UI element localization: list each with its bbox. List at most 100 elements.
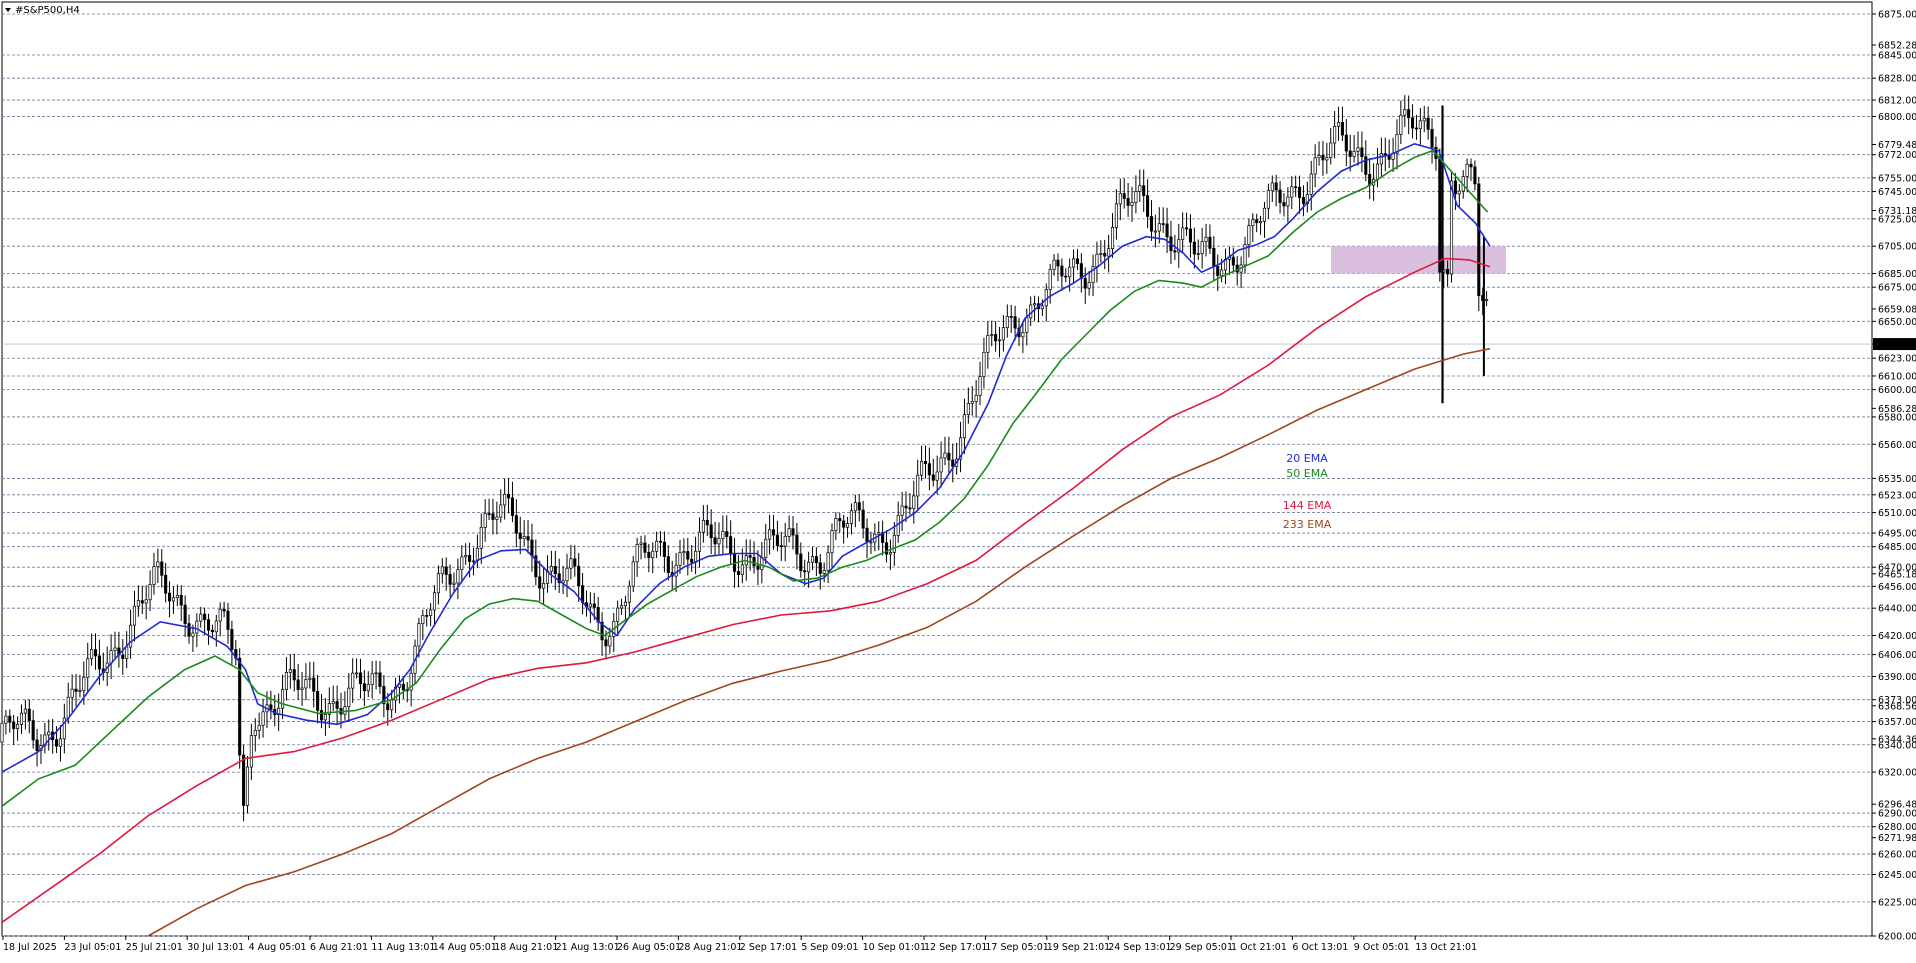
candle-body [518, 532, 522, 539]
y-tick-label: 6580.00 [1878, 412, 1916, 423]
y-tick-label: 6852.28 [1878, 41, 1916, 52]
candle-body [768, 529, 772, 540]
candle-body [331, 701, 335, 704]
candle-body [1216, 266, 1220, 277]
candle-body [904, 505, 908, 509]
candle-body [1418, 120, 1422, 130]
candle-body [1414, 127, 1419, 130]
candle-body [1485, 298, 1489, 301]
ema-line-3 [1, 257, 1491, 923]
candle-body [760, 557, 764, 570]
candle-body [795, 534, 799, 555]
y-tick-label: 6779.48 [1878, 140, 1916, 151]
candle-body [351, 672, 355, 689]
candle-body [475, 547, 479, 562]
candle-body [857, 502, 861, 511]
candle-body [109, 650, 113, 664]
candle-body [1122, 193, 1126, 199]
legend-entry: 50 EMA [1286, 467, 1328, 480]
candle-body [16, 724, 20, 730]
candle-body [179, 595, 183, 606]
candle-body [526, 536, 530, 541]
candle-body [249, 735, 253, 768]
candle-body [604, 639, 608, 647]
time-axis: 18 Jul 2025 23 Jul 05:01 25 Jul 21:01 30 Ju… [2, 936, 1477, 953]
candle-body [686, 551, 690, 560]
candle-body [1040, 305, 1044, 310]
candle-body [152, 566, 156, 585]
candle-body [206, 619, 211, 631]
x-tick-label: 24 Sep 13:01 [1108, 942, 1171, 953]
candle-body [66, 696, 70, 719]
candle-body [323, 714, 327, 721]
candle-body [600, 621, 604, 641]
candle-body [1231, 256, 1235, 266]
y-tick-label: 6731.18 [1878, 206, 1916, 217]
candle-body [281, 689, 285, 709]
candle-body [764, 538, 768, 558]
candle-body [1449, 180, 1454, 275]
legend-entry: 144 EMA [1283, 499, 1332, 512]
candle-body [1185, 227, 1189, 230]
resistance-zone [1331, 246, 1506, 274]
candle-body [242, 754, 246, 806]
candle-body [643, 542, 647, 553]
y-tick-label: 6271.98 [1878, 833, 1916, 844]
candle-body [553, 565, 557, 575]
y-tick-label: 6685.00 [1878, 269, 1916, 280]
candle-body [982, 351, 986, 378]
candle-body [444, 566, 448, 575]
candle-body [210, 629, 214, 633]
x-tick-label: 26 Aug 05:01 [617, 942, 681, 953]
candle-body [920, 461, 924, 476]
candle-body [1395, 134, 1399, 154]
candle-body [1052, 259, 1056, 270]
candle-body [261, 711, 265, 726]
legend-entry: 233 EMA [1283, 518, 1332, 531]
candle-body [1130, 202, 1134, 206]
candle-body [4, 715, 8, 724]
candle-body [1142, 185, 1146, 196]
candle-body [1087, 282, 1091, 289]
candle-body [666, 556, 670, 573]
candle-body [884, 542, 889, 555]
candle-body [1177, 239, 1181, 253]
candle-body [651, 550, 655, 558]
candle-body [1064, 275, 1068, 278]
dropdown-triangle-icon[interactable] [5, 8, 11, 12]
y-tick-label: 6600.00 [1878, 385, 1916, 396]
candle-body [1426, 117, 1430, 130]
candle-body [892, 535, 896, 553]
candle-body [238, 657, 242, 756]
y-tick-label: 6485.00 [1878, 542, 1916, 553]
candle-body [335, 701, 339, 709]
candle-body [183, 604, 187, 624]
candle-body [631, 561, 635, 587]
candle-body [530, 539, 534, 557]
candle-body [810, 556, 815, 563]
y-tick-label: 6290.00 [1878, 809, 1916, 820]
candle-body [436, 573, 440, 594]
candle-body [814, 556, 818, 564]
candle-body [327, 703, 331, 715]
y-tick-label: 6560.00 [1878, 440, 1916, 451]
candle-body [1274, 182, 1278, 191]
candle-body [588, 603, 592, 608]
candle-body [1430, 128, 1434, 148]
candle-body [156, 561, 160, 568]
candle-body [253, 729, 257, 736]
candle-body [1457, 190, 1461, 195]
symbol-header[interactable]: #S&P500,H4 [5, 5, 80, 16]
y-tick-label: 6245.00 [1878, 870, 1916, 881]
candle-body [401, 683, 405, 691]
candle-body [846, 523, 850, 528]
candle-body [916, 474, 920, 497]
candle-body [1212, 247, 1216, 267]
candle-body [214, 620, 218, 633]
x-tick-label: 10 Sep 01:01 [863, 942, 926, 953]
candle-body [55, 739, 59, 747]
candle-body [705, 519, 709, 526]
ema-line-4 [147, 347, 1491, 937]
